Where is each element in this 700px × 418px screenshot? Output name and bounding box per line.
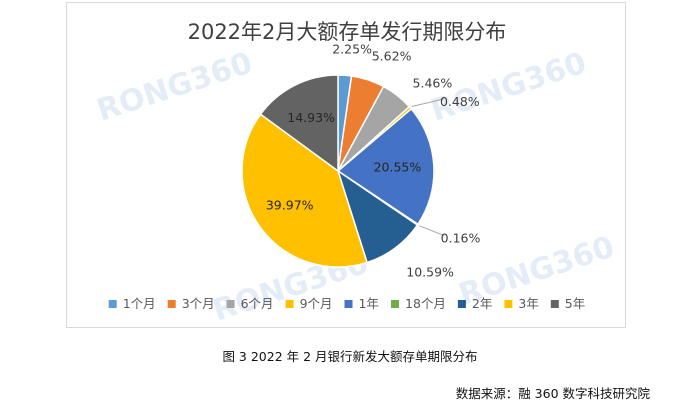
- legend-swatch: [285, 300, 294, 308]
- data-label: 0.48%: [440, 94, 480, 109]
- label-leader-line: [411, 98, 444, 107]
- legend-swatch: [344, 300, 353, 308]
- legend-item: 6个月: [226, 296, 274, 311]
- chart-title: 2022年2月大额存单发行期限分布: [188, 20, 507, 44]
- legend-label: 1个月: [123, 296, 156, 311]
- legend-label: 5年: [565, 296, 585, 311]
- legend-swatch: [167, 300, 176, 308]
- pie-labels: 2.25% 5.62%5.46% 0.48% 20.55% 0.16% 10.59% 39.…: [266, 41, 481, 279]
- pie-slice: [336, 107, 435, 226]
- figure-caption: 图 3 2022 年 2 月银行新发大额存单期限分布: [222, 349, 478, 364]
- data-label: 5.62%: [372, 49, 412, 64]
- legend-item: 5年: [550, 296, 585, 311]
- watermark-text: RONG360: [93, 46, 257, 129]
- label-leader-line: [419, 225, 445, 237]
- data-label: 5.46%: [413, 75, 453, 90]
- data-label: 14.93%: [287, 110, 335, 125]
- legend-label: 6个月: [241, 296, 274, 311]
- legend-label: 9个月: [300, 296, 333, 311]
- legend-swatch: [391, 300, 399, 308]
- data-label: 10.59%: [406, 264, 454, 279]
- legend-item: 3年: [504, 296, 539, 311]
- chart-frame: RONG360 RONG360 RONG360 RONG360 2022年2月大额存单…: [66, 2, 626, 329]
- data-label: 39.97%: [266, 198, 314, 213]
- legend-swatch: [108, 300, 117, 308]
- legend-item: 2年: [457, 296, 492, 311]
- legend-item: 1年: [344, 296, 379, 311]
- legend-swatch: [504, 300, 513, 308]
- legend-swatch: [550, 300, 559, 308]
- data-label: 2.25%: [332, 41, 372, 56]
- legend-label: 2年: [472, 296, 492, 311]
- pie-slices: [241, 74, 435, 268]
- legend-label: 3年: [518, 296, 538, 311]
- legend-swatch: [457, 300, 466, 308]
- pie-slice: [241, 113, 369, 268]
- legend-label: 1年: [359, 296, 379, 311]
- chart-legend: 1个月 3个月 6个月 9个月 1年 18个月 2年 3年 5年: [108, 296, 585, 311]
- legend-item: 1个月: [108, 296, 156, 311]
- legend-label: 18个月: [405, 296, 446, 311]
- legend-item: 9个月: [285, 296, 333, 311]
- legend-swatch: [226, 300, 235, 308]
- legend-label: 3个月: [182, 296, 215, 311]
- data-source-note: 数据来源：融 360 数字科技研究院: [455, 386, 650, 401]
- pie-slice: [259, 74, 339, 173]
- data-label: 0.16%: [441, 231, 481, 246]
- legend-item: 18个月: [391, 296, 446, 311]
- data-label: 20.55%: [374, 160, 422, 175]
- legend-item: 3个月: [167, 296, 215, 311]
